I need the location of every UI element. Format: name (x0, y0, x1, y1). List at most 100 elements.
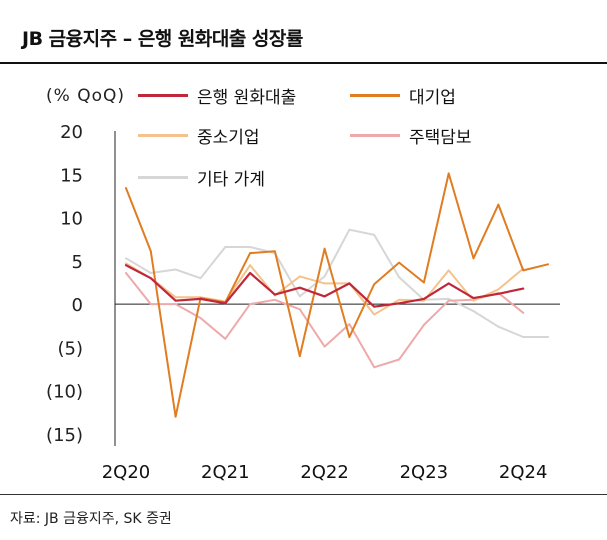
data-point (249, 264, 252, 267)
data-point (398, 302, 400, 305)
data-point (348, 336, 351, 338)
data-point (224, 337, 227, 340)
data-point (472, 257, 475, 260)
y-tick-label: 5 (72, 252, 83, 273)
data-point (274, 298, 276, 301)
data-point (174, 299, 177, 302)
y-tick-label: (10) (46, 382, 83, 403)
data-point (174, 303, 177, 306)
y-tick-label: 10 (60, 209, 83, 230)
legend-label: 중소기업 (197, 128, 260, 148)
legend-label: 은행 원화대출 (197, 88, 296, 108)
data-point (249, 246, 252, 248)
y-tick-label: 0 (72, 295, 83, 316)
y-unit-label: (% QoQ) (46, 86, 125, 106)
data-point (174, 296, 177, 299)
legend-label: 대기업 (409, 88, 456, 108)
legend-label: 기타 가계 (197, 170, 265, 190)
x-tick-label: 2Q22 (300, 462, 349, 483)
x-tick-label: 2Q23 (400, 462, 449, 483)
data-point (398, 298, 400, 301)
data-point (547, 336, 549, 338)
data-point (199, 317, 202, 319)
data-point (472, 299, 475, 302)
legend-swatch (350, 94, 400, 97)
x-tick-label: 2Q20 (102, 462, 151, 483)
data-point (447, 172, 450, 175)
title-bar: JB 금융지주 – 은행 원화대출 성장률 (0, 0, 607, 64)
data-point (373, 313, 376, 316)
data-point (274, 293, 276, 296)
legend-item: 은행 원화대출 (138, 88, 296, 108)
data-point (224, 302, 227, 305)
legend-swatch (138, 94, 188, 97)
title-divider (0, 62, 607, 64)
data-point (422, 299, 425, 302)
data-point (125, 187, 127, 190)
chart-title: JB 금융지주 – 은행 원화대출 성장률 (22, 28, 303, 50)
legend-swatch (350, 134, 400, 137)
data-point (323, 345, 326, 348)
data-point (522, 336, 525, 338)
data-point (249, 303, 252, 306)
data-point (373, 366, 376, 369)
y-tick-label: 20 (60, 122, 83, 143)
series-4 (125, 228, 549, 338)
data-point (125, 272, 127, 274)
data-point (199, 277, 202, 280)
series-1 (125, 172, 549, 418)
data-point (323, 247, 326, 250)
data-point (174, 268, 177, 271)
x-tick-label: 2Q21 (201, 462, 250, 483)
data-point (497, 292, 500, 295)
data-point (249, 252, 252, 254)
footer-divider (0, 494, 607, 495)
data-point (298, 295, 301, 298)
data-point (149, 277, 152, 280)
legend-item: 중소기업 (138, 128, 260, 148)
data-point (447, 269, 450, 272)
data-point (348, 323, 351, 325)
data-point (149, 250, 152, 253)
x-tick-label: 2Q24 (499, 462, 548, 483)
data-point (125, 264, 127, 267)
data-point (348, 282, 351, 285)
data-point (472, 297, 475, 299)
data-point (422, 324, 425, 326)
series-line (125, 172, 549, 418)
legend-swatch (138, 134, 188, 137)
data-point (373, 305, 376, 308)
data-point (497, 288, 500, 291)
data-point (298, 275, 301, 278)
data-point (323, 295, 326, 298)
legend-item: 주택담보 (350, 128, 472, 148)
data-point (373, 283, 376, 286)
data-point (125, 262, 127, 265)
data-point (398, 276, 400, 279)
data-point (298, 286, 301, 289)
data-point (224, 246, 227, 248)
series-line (125, 228, 549, 338)
data-point (174, 415, 177, 418)
data-point (522, 311, 525, 314)
data-point (149, 303, 152, 306)
legend-item: 기타 가계 (138, 170, 265, 190)
data-point (522, 269, 525, 272)
data-point (373, 233, 376, 236)
data-point (149, 272, 152, 274)
legend-item: 대기업 (350, 88, 456, 108)
data-point (522, 287, 525, 290)
data-point (323, 282, 326, 285)
data-point (398, 261, 400, 264)
data-point (348, 228, 351, 231)
y-tick-label: 15 (60, 165, 83, 186)
data-point (422, 298, 425, 300)
series-0 (124, 264, 525, 308)
series-3 (125, 272, 525, 369)
data-point (447, 282, 450, 285)
legend-label: 주택담보 (409, 128, 472, 148)
data-point (298, 308, 301, 311)
legend-swatch (138, 176, 188, 179)
data-point (323, 275, 326, 278)
